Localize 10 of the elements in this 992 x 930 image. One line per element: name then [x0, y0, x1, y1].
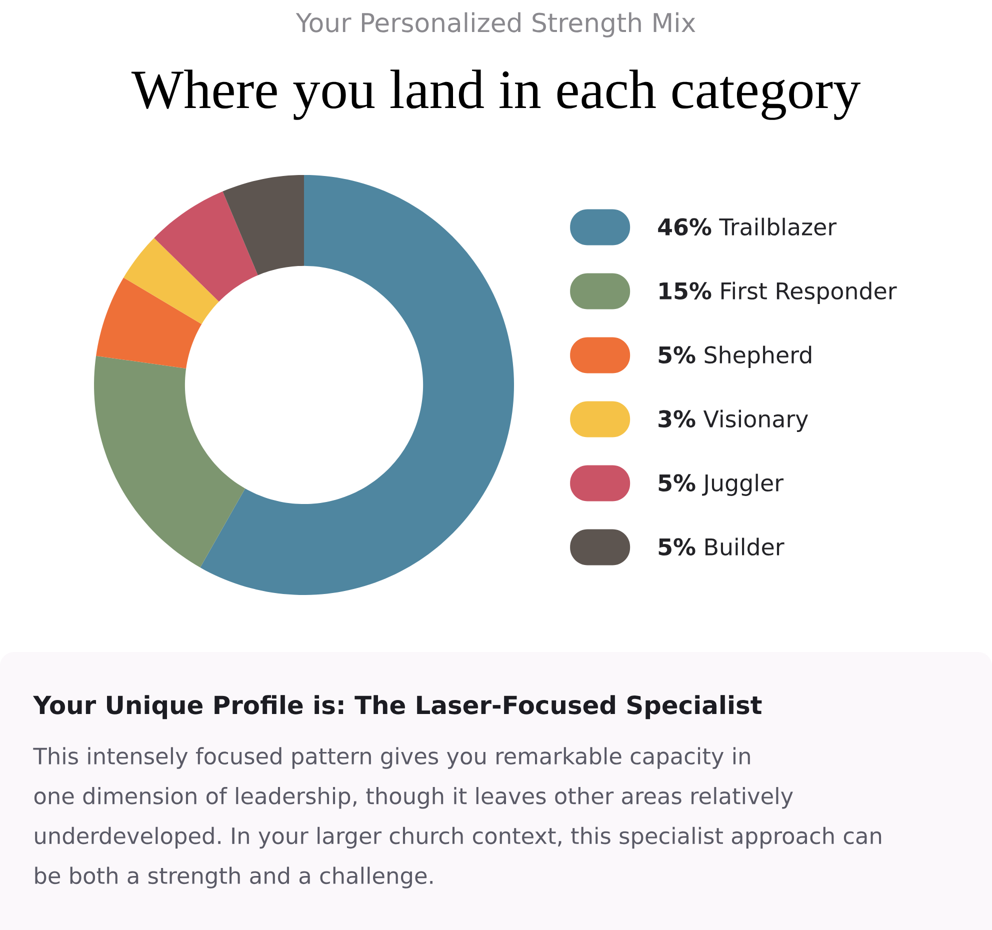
legend-label: 5% Builder: [658, 538, 784, 556]
legend-label: 3% Visionary: [658, 410, 808, 432]
text: Your Unique Profile is: The Laser-Focused Specialist: [32, 695, 762, 720]
legend-label: 5% Juggler: [658, 474, 784, 496]
text: This intensely focused pattern gives you remarkable capacity in one dimension of leadership, though it leaves other areas relatively underdeveloped. In your larger church context, this specialist approach can be both a strength and a challenge.: [33, 747, 882, 888]
legend-label: 15% First Responder: [660, 282, 897, 304]
legend-label: 5% Shepherd: [658, 346, 812, 368]
chart-title: Where you land in each category: [131, 70, 860, 120]
chart-subtitle: Your Personalized Strength Mix: [296, 12, 696, 38]
legend-label: 46% Trailblazer: [658, 218, 837, 236]
